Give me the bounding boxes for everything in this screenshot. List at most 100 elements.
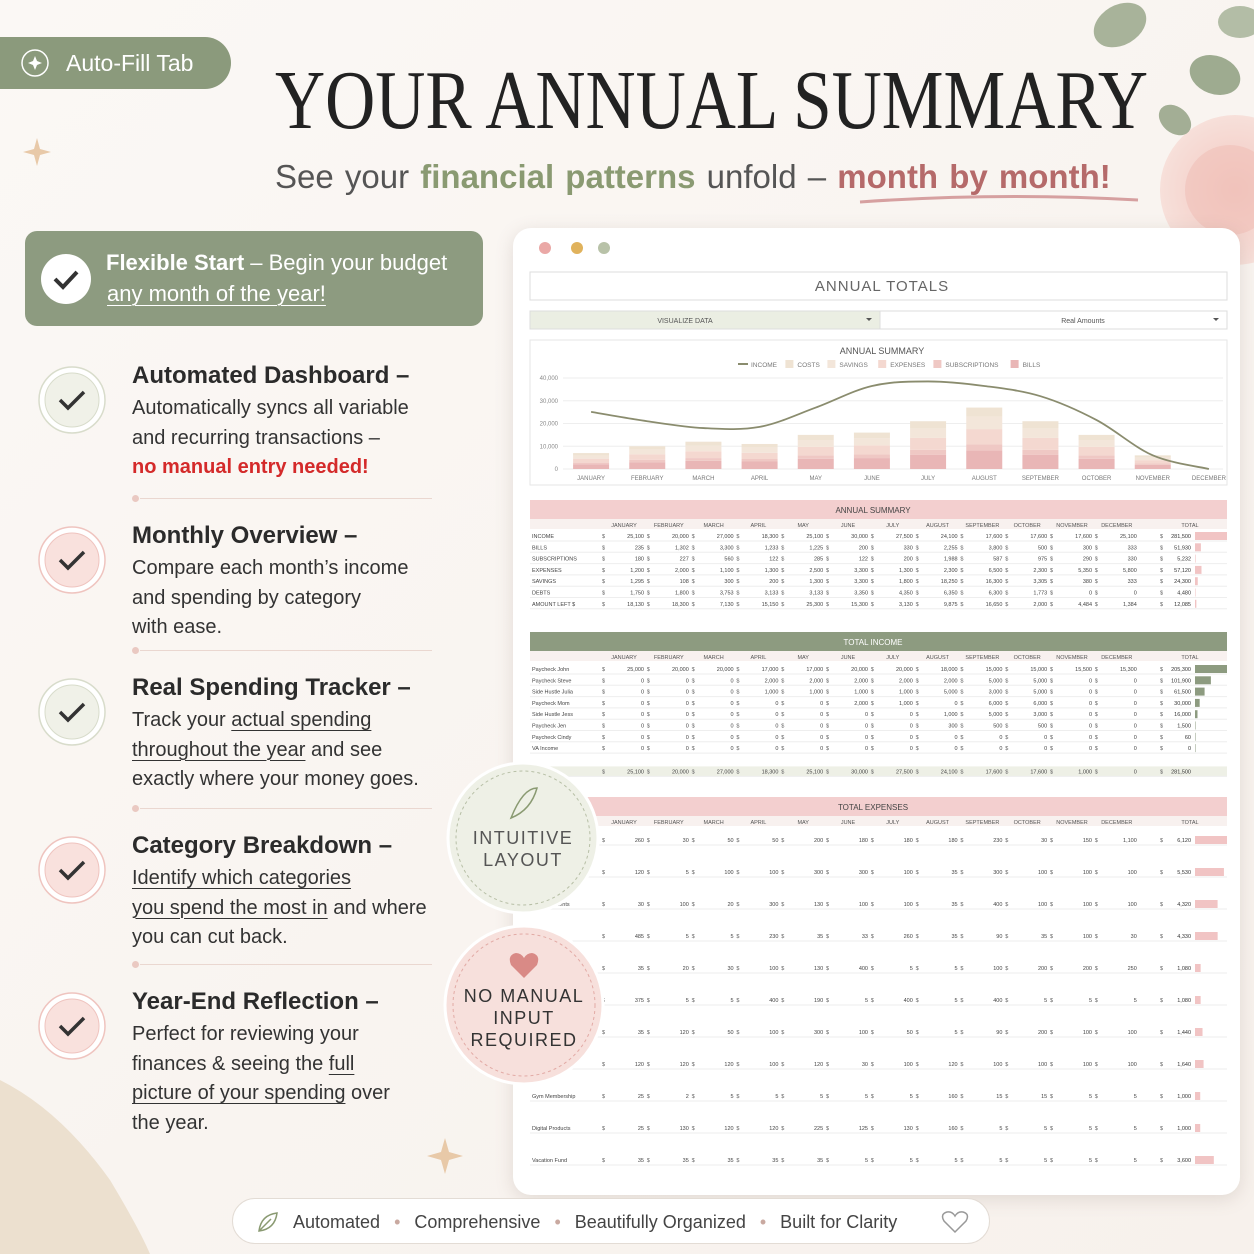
cell: 6,300 <box>989 591 1003 597</box>
currency: $ <box>871 1158 874 1164</box>
legend-label: SAVINGS <box>839 362 868 369</box>
currency: $ <box>1095 667 1098 673</box>
cell: 0 <box>955 735 958 741</box>
bar <box>966 450 1003 469</box>
cell: 100 <box>1038 870 1047 876</box>
total-row-band <box>530 766 1227 777</box>
dropdown-arrow <box>1213 318 1219 321</box>
cell: 15,500 <box>1075 667 1092 673</box>
cell: 330 <box>1128 557 1137 563</box>
badge-circle <box>446 761 600 915</box>
currency: $ <box>781 1126 784 1132</box>
data-bar <box>1195 1156 1214 1164</box>
currency: $ <box>826 579 829 585</box>
currency: $ <box>647 701 650 707</box>
feature-text: throughout the year <box>132 738 306 761</box>
cell: 100 <box>1038 1062 1047 1068</box>
cell: 25 <box>638 1126 644 1132</box>
cell: 3,300 <box>720 545 734 551</box>
currency: $ <box>1160 1030 1163 1036</box>
footer-items: Automated • Comprehensive • Beautifully Orga… <box>293 1212 897 1233</box>
bar <box>741 443 778 448</box>
cell: 500 <box>1038 545 1047 551</box>
cell: 250 <box>1128 966 1137 972</box>
currency: $ <box>647 534 650 540</box>
cell: 30 <box>683 838 689 844</box>
currency: $ <box>916 769 919 775</box>
cell: 400 <box>859 966 868 972</box>
cell: 0 <box>820 735 823 741</box>
currency: $ <box>1005 701 1008 707</box>
currency: $ <box>916 678 919 684</box>
bar <box>1078 455 1115 459</box>
cell: 125 <box>859 1126 868 1132</box>
cell: 0 <box>775 712 778 718</box>
currency: $ <box>1050 545 1053 551</box>
currency: $ <box>1095 902 1098 908</box>
month-header: AUGUST <box>926 655 950 661</box>
badge-leaf <box>509 787 538 820</box>
bar <box>966 444 1003 451</box>
cell: 200 <box>1038 966 1047 972</box>
cell-total: 5,232 <box>1177 557 1191 563</box>
currency: $ <box>602 1126 605 1132</box>
currency: $ <box>871 838 874 844</box>
data-bar <box>1195 698 1200 707</box>
cell: 300 <box>859 870 868 876</box>
currency: $ <box>647 934 650 940</box>
cell-total: 1,000 <box>1177 1094 1191 1100</box>
cell: 0 <box>641 735 644 741</box>
bar <box>629 462 666 469</box>
currency: $ <box>1050 934 1053 940</box>
currency: $ <box>781 870 784 876</box>
footer-item: Comprehensive <box>414 1212 541 1232</box>
cell-total: 1,500 <box>1177 724 1191 730</box>
cell: 0 <box>910 712 913 718</box>
currency: $ <box>1095 735 1098 741</box>
currency: $ <box>1050 998 1053 1004</box>
cell: 122 <box>859 557 868 563</box>
bar <box>741 452 778 459</box>
currency: $ <box>736 712 739 718</box>
currency: $ <box>602 712 605 718</box>
bar <box>853 458 890 469</box>
currency: $ <box>692 902 695 908</box>
data-bar <box>1195 554 1196 563</box>
currency: $ <box>916 934 919 940</box>
feature-text: no manual entry needed! <box>132 456 369 479</box>
x-tick-label: APRIL <box>751 476 769 482</box>
subtitle-part: month by month! <box>837 158 1111 195</box>
row-label: BILLS <box>532 545 547 551</box>
icon-check <box>58 390 86 411</box>
sparkle <box>23 138 51 166</box>
cell: 225 <box>814 1126 823 1132</box>
currency: $ <box>602 545 605 551</box>
rose-center <box>1185 145 1254 235</box>
currency: $ <box>692 667 695 673</box>
cell: 0 <box>1134 712 1137 718</box>
currency: $ <box>647 902 650 908</box>
month-header: AUGUST <box>926 820 950 826</box>
cell: 3,305 <box>1033 579 1047 585</box>
month-header: NOVEMBER <box>1056 655 1088 661</box>
currency: $ <box>602 838 605 844</box>
icon-check <box>58 702 86 723</box>
badge-text: REQUIRED <box>470 1030 577 1050</box>
currency: $ <box>736 545 739 551</box>
bar <box>741 447 778 453</box>
currency: $ <box>916 579 919 585</box>
currency: $ <box>692 1030 695 1036</box>
currency: $ <box>692 591 695 597</box>
bar <box>741 461 778 469</box>
currency: $ <box>916 667 919 673</box>
currency: $ <box>692 724 695 730</box>
cell: 17,600 <box>1030 534 1047 540</box>
cell: 0 <box>731 712 734 718</box>
cell: 20,000 <box>896 667 913 673</box>
cell: 5 <box>999 1158 1002 1164</box>
cell: 400 <box>993 902 1002 908</box>
bar <box>1134 455 1171 458</box>
feature-icon <box>38 678 106 746</box>
month-header: DECEMBER <box>1101 523 1132 529</box>
